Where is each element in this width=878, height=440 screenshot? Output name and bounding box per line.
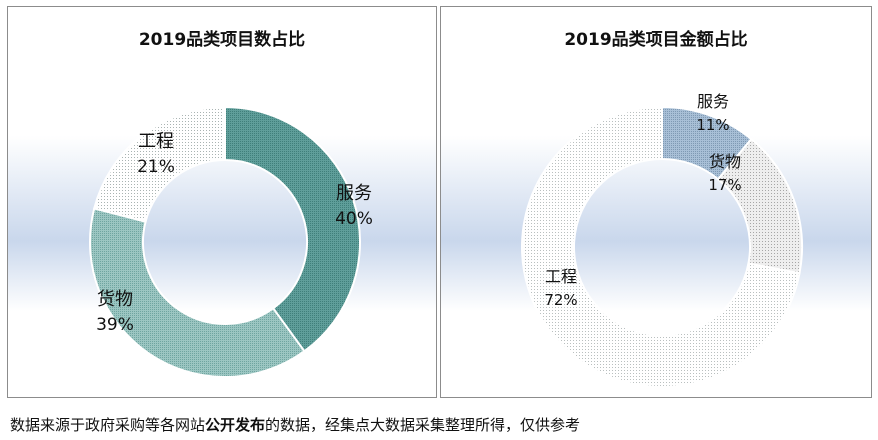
- slice-label-category: 货物: [709, 152, 741, 171]
- slice-label-category: 工程: [545, 267, 577, 286]
- chart-title: 2019品类项目数占比: [138, 30, 306, 50]
- donut-chart-amount: 服务 11% 货物 17% 工程 72%: [521, 92, 803, 388]
- slice-label-category: 工程: [138, 131, 174, 152]
- chart-title: 2019品类项目金额占比: [564, 30, 748, 50]
- source-footnote: 数据来源于政府采购等各网站公开发布的数据，经集点大数据采集整理所得，仅供参考: [10, 414, 580, 435]
- slice-label-percent: 72%: [544, 291, 577, 309]
- donut-slice-服务: [224, 105, 361, 353]
- chart-panel-amount: 2019品类项目金额占比 服务 11% 货物 17% 工程 72%: [440, 6, 872, 398]
- slice-label-category: 服务: [336, 183, 372, 204]
- slice-label-percent: 17%: [708, 176, 741, 194]
- donut-slice-货物: [89, 207, 306, 378]
- slice-label-category: 服务: [697, 92, 729, 111]
- slice-label-percent: 40%: [335, 209, 373, 229]
- footnote-text-after: 的数据，经集点大数据采集整理所得，仅供参考: [265, 416, 581, 434]
- slice-label-category: 货物: [97, 289, 133, 310]
- slice-label-percent: 21%: [137, 157, 175, 177]
- slice-label-percent: 11%: [696, 116, 729, 134]
- footnote-text-bold: 公开发布: [205, 416, 266, 434]
- footnote-text-before: 数据来源于政府采购等各网站: [10, 416, 206, 434]
- chart-panel-item-count: 2019品类项目数占比 服务 40% 货物 39% 工程 21%: [7, 6, 437, 398]
- donut-slice-工程: [93, 105, 226, 223]
- donut-chart-item-count: 服务 40% 货物 39% 工程 21%: [89, 105, 373, 378]
- donut-slice-工程: [521, 105, 801, 388]
- slice-label-percent: 39%: [96, 315, 134, 335]
